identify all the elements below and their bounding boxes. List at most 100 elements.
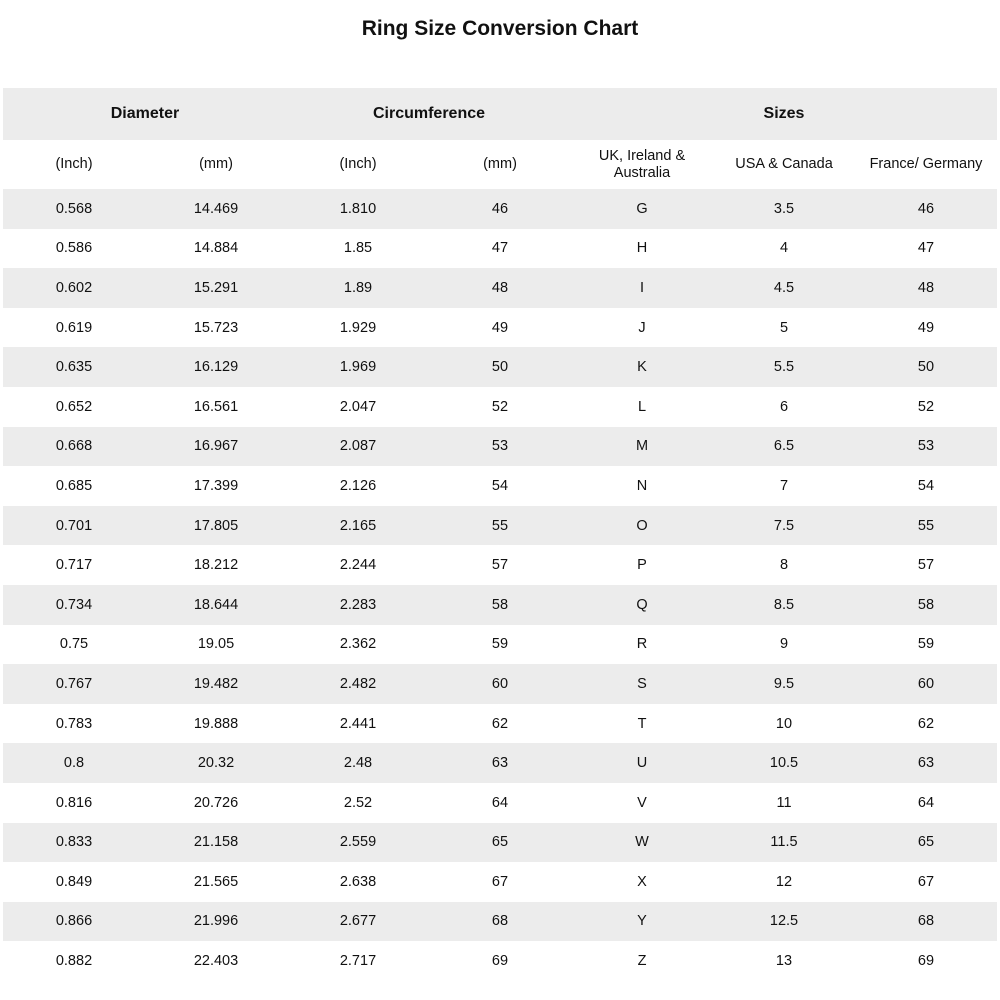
cell-circumference-inch: 2.283 [339, 596, 377, 613]
cell-circumference-mm: 69 [491, 953, 509, 970]
table-row: 0.75 19.05 2.362 59 R 9 59 [3, 625, 997, 665]
cell-diameter-mm: 19.888 [193, 715, 239, 732]
cell-diameter-inch: 0.685 [55, 477, 93, 494]
cell-us-size: 9.5 [773, 675, 795, 692]
table-row: 0.816 20.726 2.52 64 V 11 64 [3, 783, 997, 823]
cell-uk-size: I [639, 279, 645, 296]
cell-us-size: 6 [779, 398, 789, 415]
cell-us-size: 10.5 [769, 755, 799, 772]
cell-diameter-mm: 19.05 [197, 636, 235, 653]
cell-eu-size: 57 [917, 557, 935, 574]
cell-circumference-mm: 65 [491, 834, 509, 851]
group-header-row: Diameter Circumference Sizes [3, 88, 997, 140]
cell-uk-size: V [637, 794, 647, 811]
cell-us-size: 7 [779, 477, 789, 494]
cell-diameter-mm: 18.212 [193, 557, 239, 574]
cell-uk-size: G [636, 200, 648, 217]
cell-diameter-inch: 0.816 [55, 794, 93, 811]
cell-circumference-inch: 2.047 [339, 398, 377, 415]
column-header-row: (Inch) (mm) (Inch) (mm) UK, Ireland & Au… [3, 140, 997, 189]
cell-us-size: 5.5 [773, 359, 795, 376]
ring-size-table: Diameter Circumference Sizes (Inch) (mm)… [3, 88, 997, 981]
cell-uk-size: Q [636, 596, 648, 613]
cell-us-size: 3.5 [773, 200, 795, 217]
cell-eu-size: 69 [917, 953, 935, 970]
cell-us-size: 10 [775, 715, 793, 732]
cell-circumference-mm: 46 [491, 200, 509, 217]
cell-uk-size: R [636, 636, 648, 653]
cell-diameter-mm: 17.399 [193, 477, 239, 494]
cell-circumference-inch: 2.482 [339, 675, 377, 692]
cell-uk-size: T [637, 715, 647, 732]
cell-circumference-mm: 64 [491, 794, 509, 811]
cell-uk-size: M [635, 438, 649, 455]
cell-circumference-mm: 59 [491, 636, 509, 653]
cell-us-size: 12.5 [769, 913, 799, 930]
table-row: 0.685 17.399 2.126 54 N 7 54 [3, 466, 997, 506]
cell-circumference-mm: 58 [491, 596, 509, 613]
cell-diameter-mm: 17.805 [193, 517, 239, 534]
table-row: 0.701 17.805 2.165 55 O 7.5 55 [3, 505, 997, 546]
cell-eu-size: 50 [917, 359, 935, 376]
cell-eu-size: 55 [917, 517, 935, 534]
page-title: Ring Size Conversion Chart [361, 17, 639, 40]
cell-us-size: 13 [775, 953, 793, 970]
cell-eu-size: 60 [917, 675, 935, 692]
cell-diameter-inch: 0.833 [55, 834, 93, 851]
cell-diameter-inch: 0.783 [55, 715, 93, 732]
cell-diameter-inch: 0.668 [55, 438, 93, 455]
cell-circumference-inch: 1.929 [339, 319, 377, 336]
cell-diameter-inch: 0.849 [55, 873, 93, 890]
cell-eu-size: 48 [917, 279, 935, 296]
cell-diameter-mm: 16.967 [193, 438, 239, 455]
cell-diameter-inch: 0.586 [55, 240, 93, 257]
col-diameter-inch: (Inch) [55, 156, 93, 172]
cell-eu-size: 54 [917, 477, 935, 494]
cell-diameter-inch: 0.635 [55, 359, 93, 376]
cell-diameter-inch: 0.619 [55, 319, 93, 336]
cell-circumference-mm: 60 [491, 675, 509, 692]
cell-eu-size: 52 [917, 398, 935, 415]
cell-diameter-inch: 0.8 [63, 755, 85, 772]
cell-uk-size: K [637, 359, 647, 376]
cell-uk-size: H [636, 240, 648, 257]
cell-us-size: 11 [776, 794, 792, 811]
cell-diameter-mm: 22.403 [193, 953, 239, 970]
cell-circumference-mm: 68 [491, 913, 509, 930]
cell-circumference-inch: 2.638 [339, 873, 377, 890]
cell-diameter-inch: 0.602 [55, 279, 93, 296]
cell-circumference-mm: 48 [491, 279, 509, 296]
cell-diameter-inch: 0.652 [55, 398, 93, 415]
cell-eu-size: 49 [917, 319, 935, 336]
table-row: 0.8 20.32 2.48 63 U 10.5 63 [3, 743, 997, 783]
cell-circumference-mm: 57 [491, 557, 509, 574]
cell-us-size: 8.5 [773, 596, 795, 613]
cell-us-size: 4.5 [773, 279, 795, 296]
col-diameter-mm: (mm) [199, 156, 233, 172]
table-row: 0.882 22.403 2.717 69 Z 13 69 [3, 941, 997, 981]
cell-diameter-mm: 18.644 [193, 596, 239, 613]
table-row: 0.783 19.888 2.441 62 T 10 62 [3, 704, 997, 744]
cell-diameter-inch: 0.866 [55, 913, 93, 930]
cell-us-size: 6.5 [773, 438, 795, 455]
table-row: 0.833 21.158 2.559 65 W 11.5 65 [3, 822, 997, 863]
table-row: 0.767 19.482 2.482 60 S 9.5 60 [3, 664, 997, 704]
cell-circumference-mm: 62 [491, 715, 509, 732]
cell-circumference-mm: 67 [491, 873, 509, 890]
cell-eu-size: 65 [917, 834, 935, 851]
cell-diameter-mm: 20.726 [193, 794, 239, 811]
table-row: 0.619 15.723 1.929 49 J 5 49 [3, 308, 997, 348]
cell-uk-size: Z [637, 953, 647, 970]
cell-diameter-mm: 20.32 [197, 755, 235, 772]
cell-eu-size: 67 [917, 873, 935, 890]
cell-circumference-inch: 2.244 [339, 557, 377, 574]
cell-eu-size: 62 [917, 715, 935, 732]
cell-diameter-inch: 0.767 [55, 675, 93, 692]
cell-eu-size: 64 [917, 794, 935, 811]
table-row: 0.635 16.129 1.969 50 K 5.5 50 [3, 347, 997, 387]
table-row: 0.734 18.644 2.283 58 Q 8.5 58 [3, 584, 997, 625]
col-circumference-mm: (mm) [483, 156, 517, 172]
cell-uk-size: O [636, 517, 648, 534]
cell-diameter-mm: 19.482 [193, 675, 239, 692]
cell-circumference-mm: 52 [491, 398, 509, 415]
